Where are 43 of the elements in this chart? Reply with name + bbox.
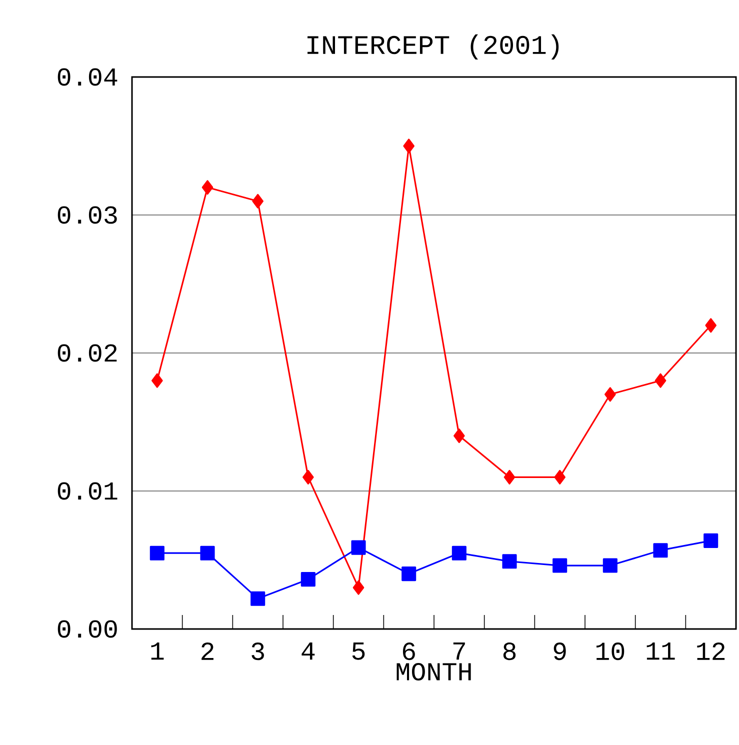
point — [502, 554, 517, 569]
point — [252, 194, 264, 208]
point — [402, 566, 416, 582]
point — [351, 540, 366, 555]
point — [704, 533, 718, 548]
point — [452, 546, 466, 560]
point — [403, 138, 414, 154]
point — [554, 470, 566, 484]
point — [352, 580, 364, 595]
x-tick-label: 11 — [646, 642, 675, 660]
point — [705, 318, 716, 333]
chart-title: INTERCEPT (2001) — [308, 34, 559, 60]
x-tick-label: 3 — [252, 642, 264, 660]
x-tick-label: 1 — [151, 642, 164, 660]
point — [200, 546, 215, 560]
point — [202, 180, 214, 195]
y-tick-label: 0.02 — [58, 344, 117, 362]
point — [504, 470, 516, 484]
point — [653, 543, 668, 558]
point — [654, 373, 666, 388]
y-tick-label: 0.01 — [58, 482, 118, 500]
x-tick-label: 9 — [554, 642, 566, 660]
x-tick-label: 7 — [453, 642, 465, 660]
x-tick-label: 10 — [596, 642, 624, 660]
point — [602, 558, 618, 573]
point — [300, 572, 316, 587]
x-tick-label: 8 — [503, 642, 516, 660]
x-axis-title: MONTH — [396, 662, 471, 681]
y-tick-label: 0.04 — [58, 68, 118, 86]
point — [454, 428, 465, 444]
point — [250, 591, 266, 606]
x-tick-label: 4 — [302, 642, 315, 660]
x-tick-label: 6 — [402, 642, 415, 660]
point — [302, 470, 314, 484]
x-tick-label: 2 — [202, 642, 214, 660]
y-tick-label: 0.03 — [58, 206, 117, 224]
point — [604, 387, 616, 402]
point — [152, 373, 163, 388]
point — [552, 558, 568, 573]
point — [150, 546, 164, 560]
x-tick-label: 12 — [697, 642, 725, 660]
y-tick-label: 0.00 — [58, 620, 117, 638]
x-tick-label: 5 — [352, 642, 365, 660]
